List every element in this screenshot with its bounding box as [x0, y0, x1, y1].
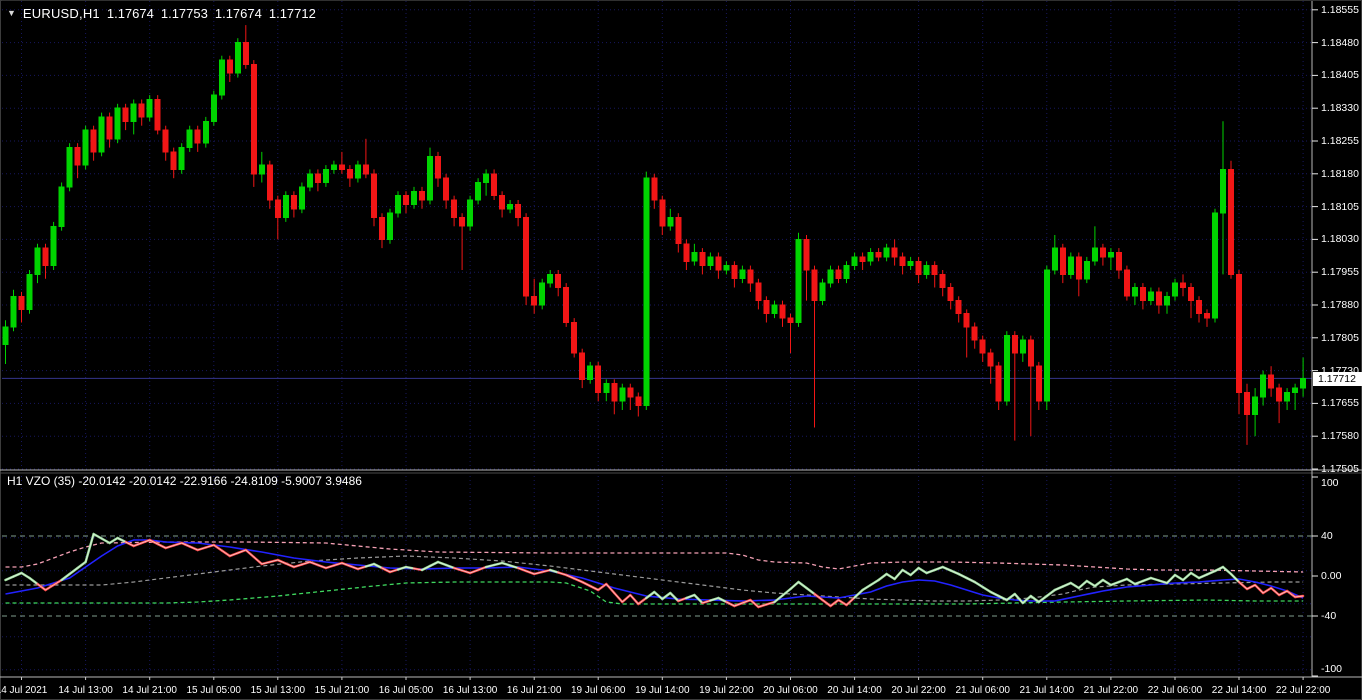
price-axis-label: 1.17655 — [1321, 397, 1359, 410]
indicator-axis-label: -40 — [1321, 610, 1337, 622]
price-axis-label: 1.17580 — [1321, 430, 1359, 443]
time-axis-label: 21 Jul 22:00 — [1083, 685, 1139, 696]
indicator-axis-label: 40 — [1321, 530, 1333, 542]
current-price-tag: 1.17712 — [1313, 371, 1362, 386]
price-axis-label: 1.17505 — [1321, 462, 1359, 475]
time-axis-label: 22 Jul 06:00 — [1147, 685, 1203, 696]
vzo-main-line — [4, 532, 1305, 609]
time-axis-label: 19 Jul 14:00 — [635, 685, 690, 696]
candles — [2, 25, 1307, 445]
vzo-level-lines — [2, 535, 1312, 617]
price-axis-label: 1.18555 — [1321, 3, 1359, 16]
price-axis-label: 1.18030 — [1321, 233, 1359, 246]
separators-and-ticks — [0, 0, 1362, 680]
indicator-axis-label: 0.00 — [1321, 570, 1342, 582]
time-axis-label: 19 Jul 22:00 — [699, 685, 754, 696]
quote-close: 1.17712 — [268, 5, 316, 21]
time-axis-label: 22 Jul 14:00 — [1211, 685, 1267, 696]
indicator-axis-label: 100 — [1321, 477, 1339, 489]
vzo-mid-band — [5, 555, 1304, 602]
time-axis-label: 15 Jul 21:00 — [314, 685, 370, 696]
price-axis-label: 1.17955 — [1321, 266, 1359, 279]
time-axis-label: 15 Jul 05:00 — [186, 685, 242, 696]
vzo-lower-band — [5, 581, 1304, 605]
vzo-upper-band — [5, 541, 1304, 573]
price-axis-label: 1.18405 — [1321, 69, 1359, 82]
time-axis-label: 20 Jul 06:00 — [763, 685, 818, 696]
symbol-period-label: EURUSD,H1 — [22, 5, 100, 21]
quote-low: 1.17674 — [214, 5, 262, 21]
time-axis-label: 22 Jul 22:00 — [1275, 685, 1331, 696]
price-axis-label: 1.17805 — [1321, 331, 1359, 344]
time-axis-label: 20 Jul 22:00 — [891, 685, 946, 696]
time-axis-label: 14 Jul 21:00 — [122, 685, 177, 696]
time-axis-label: 21 Jul 14:00 — [1019, 685, 1075, 696]
time-axis-label: 21 Jul 06:00 — [955, 685, 1010, 696]
tick-direction-down-icon: ▼ — [7, 7, 16, 18]
vzo-signal-line — [5, 539, 1304, 602]
time-axis-label: 14 Jul 2021 — [0, 685, 48, 696]
time-axis-label: 16 Jul 21:00 — [506, 685, 562, 696]
price-axis-label: 1.18330 — [1321, 102, 1359, 115]
time-axis-label: 20 Jul 14:00 — [827, 685, 882, 696]
price-axis-label: 1.18105 — [1321, 200, 1359, 213]
title-bar: ▼ EURUSD,H1 1.17674 1.17753 1.17674 1.17… — [7, 5, 316, 21]
time-axis-label: 16 Jul 05:00 — [378, 685, 434, 696]
indicator-axis-label: -100 — [1321, 663, 1343, 675]
quote-open: 1.17674 — [106, 5, 154, 21]
quote-high: 1.17753 — [160, 5, 208, 21]
time-axis-label: 14 Jul 13:00 — [58, 685, 113, 696]
price-axis-label: 1.18180 — [1321, 167, 1359, 180]
grid — [2, 1, 1312, 676]
price-axis-label: 1.18255 — [1321, 134, 1359, 147]
time-axis-label: 16 Jul 13:00 — [442, 685, 498, 696]
indicator-header: H1 VZO (35) -20.0142 -20.0142 -22.9166 -… — [7, 474, 362, 488]
time-axis-label: 19 Jul 06:00 — [570, 685, 626, 696]
time-axis-label: 15 Jul 13:00 — [250, 685, 306, 696]
price-axis-label: 1.18480 — [1321, 36, 1359, 49]
price-axis-label: 1.17880 — [1321, 298, 1359, 311]
